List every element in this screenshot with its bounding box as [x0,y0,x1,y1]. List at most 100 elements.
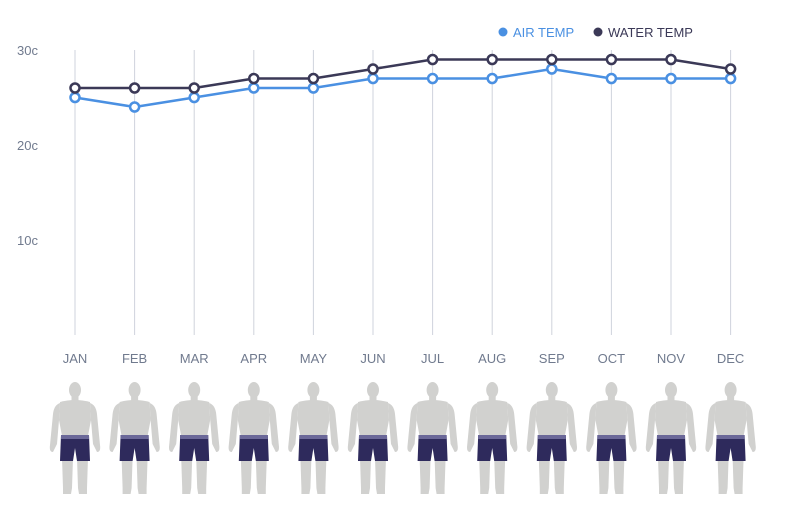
figure-right-leg [553,458,565,494]
figure-torso [655,400,687,436]
figure-left-arm [705,403,716,452]
figure-right-arm [566,403,577,452]
figure-right-arm [149,403,160,452]
figure-waistband [299,435,328,439]
y-tick-30: 30c [17,43,38,58]
water-temp-line [75,58,731,90]
series-points [69,53,737,113]
figure-torso [476,400,509,436]
water-temp-point-mar [188,82,200,94]
person-in-swim-shorts-icon [228,382,279,494]
legend-marker-water-temp [593,27,603,37]
figure-right-arm [686,403,697,452]
figure-left-leg [181,458,193,494]
figure-right-arm [268,403,279,452]
figure-right-arm [447,403,458,452]
figure-torso [59,400,91,436]
x-tick-mar: MAR [180,351,209,366]
figure-left-arm [109,403,120,452]
figure-left-leg [598,458,610,494]
legend-marker-air-temp [498,27,508,37]
x-tick-feb: FEB [122,351,147,366]
figure-head [128,382,141,398]
person-in-swim-shorts-icon [586,382,637,494]
figure-left-leg [538,458,550,494]
figure-right-leg [673,458,684,494]
air-temp-point-jul [426,72,439,85]
figure-left-arm [288,403,299,452]
figure-torso [535,400,568,436]
figure-right-leg [375,458,386,494]
figure-shorts [715,435,746,461]
figure-right-leg [136,458,148,494]
figure-left-leg [717,458,729,494]
figure-right-leg [613,458,625,494]
figure-torso [416,400,449,436]
figure-right-leg [494,458,506,494]
x-axis-ticks: JAN FEB MAR APR MAY JUN JUL AUG SEP OCT NOV DEC [63,351,745,366]
figure-shorts [417,435,448,461]
figure-waistband [716,435,745,439]
figure-torso [178,400,211,436]
legend-label-air-temp: AIR TEMP [513,25,574,40]
figure-head [665,382,677,398]
legend-label-water-temp: WATER TEMP [608,25,693,40]
person-in-swim-shorts-icon [645,382,697,494]
air-temp-point-mar [188,91,200,104]
water-temp-point-oct [605,53,618,66]
x-tick-jul: JUL [421,351,444,366]
figure-waistband [180,435,209,439]
figure-waistband [61,435,89,439]
figure-right-leg [315,458,327,494]
figure-head [426,382,439,398]
figure-waistband [537,435,566,439]
figure-shorts [358,435,388,461]
figure-left-arm [586,403,597,452]
figure-left-arm [645,403,656,452]
figure-neck [727,396,735,402]
water-temp-point-nov [665,53,677,66]
figure-left-arm [49,403,60,452]
figure-neck [429,396,437,402]
figure-waistband [120,435,149,439]
figure-shorts [179,435,210,461]
figure-left-arm [526,403,537,452]
figure-right-arm [388,403,399,452]
figure-waistband [657,435,685,439]
water-temp-point-sep [546,53,558,66]
figure-left-arm [407,403,418,452]
x-tick-nov: NOV [657,351,686,366]
water-temp-point-apr [248,72,260,85]
figure-shorts [656,435,686,461]
figure-head [367,382,379,398]
figure-row [49,382,756,494]
figure-right-arm [507,403,518,452]
person-in-swim-shorts-icon [49,382,101,494]
x-tick-oct: OCT [598,351,626,366]
person-in-swim-shorts-icon [526,382,577,494]
person-in-swim-shorts-icon [705,382,756,494]
figure-left-leg [240,458,252,494]
water-temp-point-jan [69,82,81,94]
person-in-swim-shorts-icon [288,382,339,494]
figure-right-leg [255,458,267,494]
figure-head [188,382,201,398]
air-temp-point-jun [367,72,379,85]
figure-torso [357,400,389,436]
figure-left-leg [300,458,312,494]
figure-right-leg [196,458,208,494]
figure-left-arm [228,403,239,452]
figure-left-leg [121,458,133,494]
air-temp-point-nov [665,72,677,85]
person-in-swim-shorts-icon [467,382,518,494]
figure-left-arm [347,403,358,452]
figure-head [605,382,618,398]
y-axis-ticks: 10c 20c 30c [17,43,38,248]
figure-right-arm [328,403,339,452]
air-temp-point-sep [546,63,558,75]
figure-torso [237,400,270,436]
figure-neck [250,396,258,402]
figure-left-arm [467,403,478,452]
air-temp-point-oct [605,72,618,85]
figure-head [247,382,260,398]
